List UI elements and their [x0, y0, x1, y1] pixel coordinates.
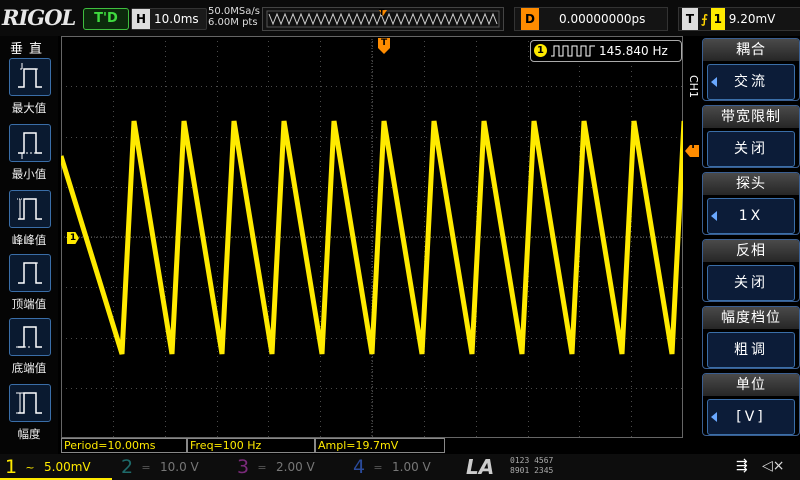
trigger-key: T: [682, 8, 698, 30]
ch3-coupling: =: [257, 461, 267, 474]
measure-item-label: 最大值: [11, 101, 47, 115]
ch2-scale: 10.0 V: [160, 460, 199, 474]
run-status-badge[interactable]: T'D: [83, 8, 129, 30]
la-label[interactable]: LA: [466, 455, 495, 479]
trigger-indicator[interactable]: T ⨍ 1 9.20mV: [678, 7, 800, 31]
ch1-coupling: ~: [25, 461, 35, 474]
trigger-source: 1: [710, 8, 725, 30]
base-icon: [9, 318, 51, 356]
pulse-train-icon: [551, 45, 595, 57]
menu-item-volts-div[interactable]: 幅度档位 粗调: [702, 306, 800, 369]
ch1-waveform-trace: [61, 120, 683, 355]
trigger-bar-marker: T: [379, 8, 385, 17]
trigger-level-marker[interactable]: T: [685, 141, 699, 157]
menu-item-title: 探头: [703, 173, 799, 195]
left-arrow-icon: [711, 211, 717, 221]
rigol-logo: RIGOL: [2, 5, 76, 30]
ch1-offset-marker[interactable]: 1: [67, 232, 79, 244]
graticule: [61, 36, 683, 438]
menu-item-coupling[interactable]: 耦合 交流: [702, 38, 800, 101]
menu-item-invert[interactable]: 反相 关闭: [702, 239, 800, 302]
measure-item-label: 幅度: [17, 427, 41, 441]
channel-tab[interactable]: CH1: [687, 74, 700, 98]
measure-item-peak-peak[interactable]: 峰峰值: [6, 190, 52, 248]
menu-item-value[interactable]: 1X: [707, 198, 795, 234]
menu-item-title: 反相: [703, 240, 799, 262]
ch2-number: 2: [120, 456, 134, 478]
measure-item-base[interactable]: 底端值: [6, 318, 52, 376]
menu-item-title: 带宽限制: [703, 106, 799, 128]
measure-item-label: 底端值: [11, 361, 47, 375]
measure-category-title: 垂直: [9, 42, 48, 57]
menu-item-title: 耦合: [703, 39, 799, 61]
measure-item-min[interactable]: 最小值: [6, 124, 52, 182]
counter-channel: 1: [534, 44, 547, 57]
la-channel-bits: 0123 4567 8901 2345: [510, 456, 610, 478]
memory-overview-wave: [266, 10, 500, 28]
top-icon: [9, 254, 51, 292]
frequency-counter[interactable]: 1 145.840 Hz: [530, 40, 682, 62]
min-icon: [9, 124, 51, 162]
measurement-period[interactable]: Period=10.00ms: [61, 438, 187, 453]
menu-item-value[interactable]: 关闭: [707, 131, 795, 167]
max-icon: [9, 58, 51, 96]
menu-item-value[interactable]: 粗调: [707, 332, 795, 368]
rising-edge-icon: ⨍: [701, 12, 708, 26]
channel-status-bar: [0, 454, 800, 480]
timebase-indicator[interactable]: H 10.0ms: [131, 8, 207, 30]
trigger-level: 9.20mV: [728, 12, 776, 26]
menu-item-title: 单位: [703, 374, 799, 396]
menu-item-unit[interactable]: 单位 [V]: [702, 373, 800, 436]
trigger-position-marker[interactable]: T: [378, 38, 390, 54]
left-arrow-icon: [711, 412, 717, 422]
menu-item-value[interactable]: [V]: [707, 399, 795, 435]
measure-item-label: 峰峰值: [11, 233, 47, 247]
ch2-coupling: =: [141, 461, 151, 474]
ch4-number: 4: [352, 456, 366, 478]
menu-item-probe[interactable]: 探头 1X: [702, 172, 800, 235]
ch4-scale: 1.00 V: [392, 460, 431, 474]
delay-indicator[interactable]: D 0.00000000ps: [514, 7, 668, 31]
menu-item-title: 幅度档位: [703, 307, 799, 329]
measure-item-amplitude[interactable]: 幅度: [6, 384, 52, 442]
ch4-coupling: =: [373, 461, 383, 474]
amplitude-icon: [9, 384, 51, 422]
measurement-strip: Period=10.00ms Freq=100 Hz Ampl=19.7mV: [61, 438, 683, 453]
counter-value: 145.840 Hz: [599, 44, 668, 58]
delay-key: D: [521, 8, 539, 30]
channel-menu: 耦合 交流 带宽限制 关闭 探头 1X 反相 关闭 幅度档位 粗调 单位 [V]: [702, 38, 800, 438]
memory-depth: 6.00M pts: [208, 17, 258, 28]
speaker-muted-icon[interactable]: ◁×: [762, 458, 785, 474]
menu-item-bandwidth-limit[interactable]: 带宽限制 关闭: [702, 105, 800, 168]
measure-item-max[interactable]: 最大值: [6, 58, 52, 116]
peak-peak-icon: [9, 190, 51, 228]
usb-icon: ⇶: [736, 458, 748, 474]
delay-value: 0.00000000ps: [559, 12, 646, 26]
menu-item-value[interactable]: 关闭: [707, 265, 795, 301]
measurement-frequency[interactable]: Freq=100 Hz: [187, 438, 315, 453]
la-bits-top: 0123 4567: [510, 456, 554, 465]
waveform-display[interactable]: [61, 36, 683, 438]
ch3-status[interactable]: 3 = 2.00 V: [232, 456, 344, 478]
ch3-scale: 2.00 V: [276, 460, 315, 474]
menu-item-value[interactable]: 交流: [707, 64, 795, 100]
measure-item-label: 最小值: [11, 167, 47, 181]
timebase-value: 10.0ms: [154, 12, 199, 26]
acquisition-info: 50.0MSa/s 6.00M pts: [208, 6, 260, 28]
ch1-scale: 5.00mV: [44, 460, 91, 474]
la-bits-bottom: 8901 2345: [510, 466, 554, 475]
trigger-position-bar[interactable]: T: [262, 7, 504, 31]
ch1-status[interactable]: 1 ~5.00mV: [0, 456, 112, 480]
measurement-amplitude[interactable]: Ampl=19.7mV: [315, 438, 445, 453]
measure-item-label: 顶端值: [11, 297, 47, 311]
ch1-number: 1: [4, 456, 18, 478]
ch4-status[interactable]: 4 = 1.00 V: [348, 456, 460, 478]
sample-rate: 50.0MSa/s: [208, 6, 260, 17]
measure-item-top[interactable]: 顶端值: [6, 254, 52, 312]
ch3-number: 3: [236, 456, 250, 478]
left-arrow-icon: [711, 77, 717, 87]
timebase-key: H: [132, 9, 150, 29]
ch2-status[interactable]: 2 = 10.0 V: [116, 456, 228, 478]
